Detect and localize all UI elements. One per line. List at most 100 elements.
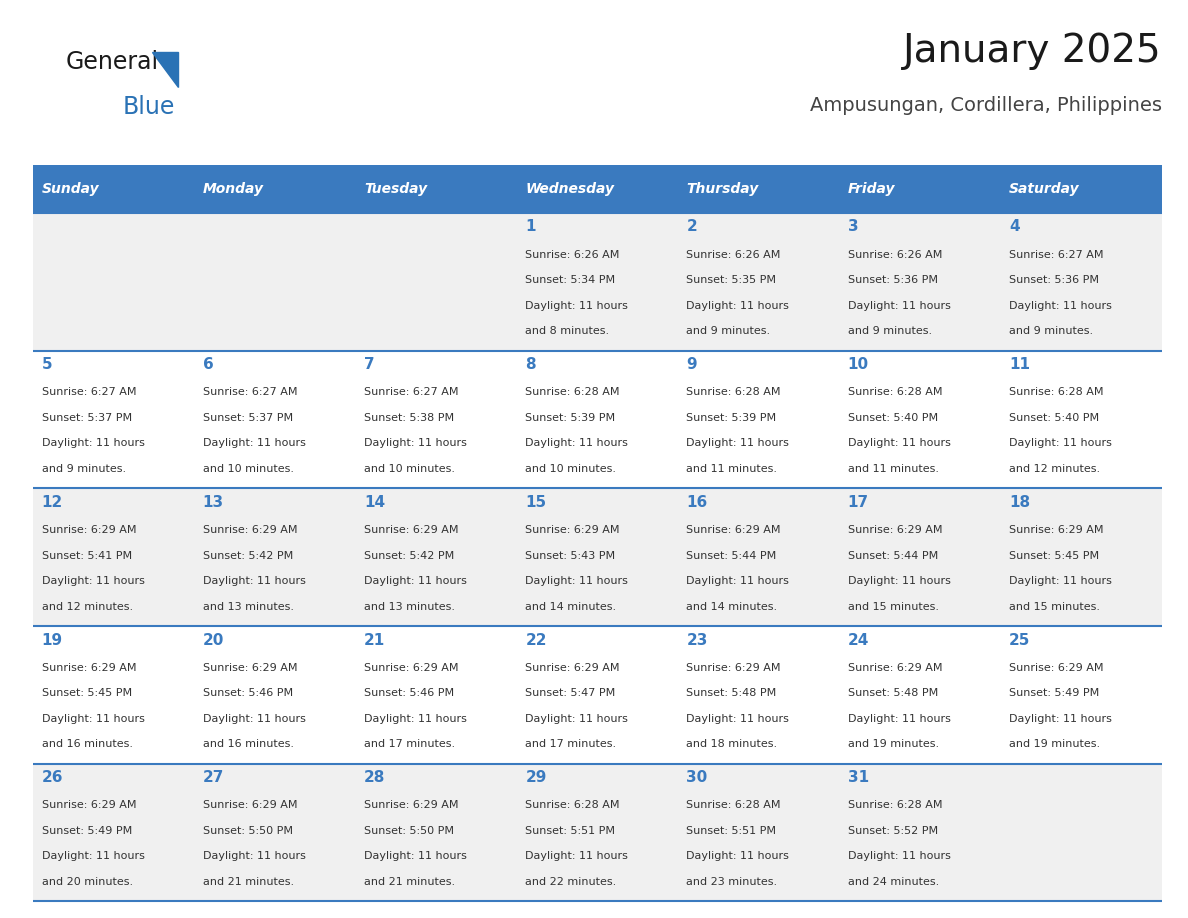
Bar bbox=[355, 351, 517, 488]
Bar bbox=[1000, 764, 1162, 901]
Text: Sunrise: 6:29 AM: Sunrise: 6:29 AM bbox=[203, 663, 297, 673]
Text: Sunrise: 6:29 AM: Sunrise: 6:29 AM bbox=[203, 800, 297, 811]
Text: and 16 minutes.: and 16 minutes. bbox=[42, 739, 133, 749]
Text: 23: 23 bbox=[687, 633, 708, 647]
Text: 3: 3 bbox=[848, 219, 859, 234]
Bar bbox=[517, 213, 678, 351]
Text: and 21 minutes.: and 21 minutes. bbox=[364, 877, 455, 887]
Text: Sunset: 5:36 PM: Sunset: 5:36 PM bbox=[1009, 275, 1099, 285]
Text: and 11 minutes.: and 11 minutes. bbox=[687, 464, 777, 474]
Text: Sunset: 5:46 PM: Sunset: 5:46 PM bbox=[364, 688, 454, 699]
Text: Sunrise: 6:29 AM: Sunrise: 6:29 AM bbox=[364, 800, 459, 811]
Text: Daylight: 11 hours: Daylight: 11 hours bbox=[1009, 301, 1112, 310]
Text: Sunset: 5:47 PM: Sunset: 5:47 PM bbox=[525, 688, 615, 699]
Text: 31: 31 bbox=[848, 770, 868, 785]
Bar bbox=[840, 351, 1000, 488]
Text: 11: 11 bbox=[1009, 357, 1030, 372]
Bar bbox=[678, 165, 840, 213]
Text: 9: 9 bbox=[687, 357, 697, 372]
Text: Sunset: 5:37 PM: Sunset: 5:37 PM bbox=[203, 413, 293, 423]
Text: and 9 minutes.: and 9 minutes. bbox=[1009, 326, 1093, 336]
Text: Daylight: 11 hours: Daylight: 11 hours bbox=[848, 301, 950, 310]
Text: Sunset: 5:36 PM: Sunset: 5:36 PM bbox=[848, 275, 937, 285]
Text: 16: 16 bbox=[687, 495, 708, 509]
Bar bbox=[840, 626, 1000, 764]
Bar bbox=[33, 626, 195, 764]
Text: Daylight: 11 hours: Daylight: 11 hours bbox=[525, 577, 628, 586]
Text: Daylight: 11 hours: Daylight: 11 hours bbox=[687, 439, 789, 448]
Bar bbox=[517, 488, 678, 626]
Bar bbox=[355, 764, 517, 901]
Text: and 23 minutes.: and 23 minutes. bbox=[687, 877, 778, 887]
Bar bbox=[355, 213, 517, 351]
Text: Sunrise: 6:29 AM: Sunrise: 6:29 AM bbox=[42, 663, 137, 673]
Text: Sunrise: 6:27 AM: Sunrise: 6:27 AM bbox=[364, 387, 459, 397]
Text: Sunset: 5:51 PM: Sunset: 5:51 PM bbox=[525, 826, 615, 836]
Text: Daylight: 11 hours: Daylight: 11 hours bbox=[848, 852, 950, 861]
Text: Wednesday: Wednesday bbox=[525, 182, 614, 196]
Text: and 12 minutes.: and 12 minutes. bbox=[1009, 464, 1100, 474]
Text: Daylight: 11 hours: Daylight: 11 hours bbox=[203, 714, 305, 723]
Bar bbox=[1000, 626, 1162, 764]
Text: and 19 minutes.: and 19 minutes. bbox=[1009, 739, 1100, 749]
Text: Daylight: 11 hours: Daylight: 11 hours bbox=[364, 439, 467, 448]
Text: Daylight: 11 hours: Daylight: 11 hours bbox=[848, 439, 950, 448]
Text: Sunrise: 6:26 AM: Sunrise: 6:26 AM bbox=[687, 250, 781, 260]
Text: Sunrise: 6:29 AM: Sunrise: 6:29 AM bbox=[203, 525, 297, 535]
Text: Sunrise: 6:29 AM: Sunrise: 6:29 AM bbox=[525, 663, 620, 673]
Text: Sunrise: 6:29 AM: Sunrise: 6:29 AM bbox=[848, 525, 942, 535]
Text: and 19 minutes.: and 19 minutes. bbox=[848, 739, 939, 749]
Text: Daylight: 11 hours: Daylight: 11 hours bbox=[848, 714, 950, 723]
Text: Sunset: 5:45 PM: Sunset: 5:45 PM bbox=[42, 688, 132, 699]
Text: and 13 minutes.: and 13 minutes. bbox=[364, 601, 455, 611]
Text: Sunrise: 6:29 AM: Sunrise: 6:29 AM bbox=[1009, 663, 1104, 673]
Text: Sunrise: 6:29 AM: Sunrise: 6:29 AM bbox=[687, 525, 781, 535]
Bar bbox=[33, 351, 195, 488]
Bar bbox=[195, 626, 355, 764]
Text: and 8 minutes.: and 8 minutes. bbox=[525, 326, 609, 336]
Text: Sunrise: 6:28 AM: Sunrise: 6:28 AM bbox=[848, 387, 942, 397]
Text: Daylight: 11 hours: Daylight: 11 hours bbox=[687, 714, 789, 723]
Text: and 16 minutes.: and 16 minutes. bbox=[203, 739, 293, 749]
Text: Daylight: 11 hours: Daylight: 11 hours bbox=[364, 714, 467, 723]
Text: Sunset: 5:42 PM: Sunset: 5:42 PM bbox=[203, 551, 293, 561]
Text: Sunset: 5:49 PM: Sunset: 5:49 PM bbox=[42, 826, 132, 836]
Bar bbox=[33, 764, 195, 901]
Bar bbox=[840, 764, 1000, 901]
Text: Sunset: 5:37 PM: Sunset: 5:37 PM bbox=[42, 413, 132, 423]
Text: Sunset: 5:48 PM: Sunset: 5:48 PM bbox=[687, 688, 777, 699]
Text: Daylight: 11 hours: Daylight: 11 hours bbox=[42, 439, 145, 448]
Text: 4: 4 bbox=[1009, 219, 1019, 234]
Text: 8: 8 bbox=[525, 357, 536, 372]
Bar bbox=[1000, 351, 1162, 488]
Bar bbox=[1000, 165, 1162, 213]
Text: 10: 10 bbox=[848, 357, 868, 372]
Text: Daylight: 11 hours: Daylight: 11 hours bbox=[525, 852, 628, 861]
Text: Daylight: 11 hours: Daylight: 11 hours bbox=[1009, 577, 1112, 586]
Bar bbox=[195, 488, 355, 626]
Text: 22: 22 bbox=[525, 633, 546, 647]
Text: Sunset: 5:40 PM: Sunset: 5:40 PM bbox=[848, 413, 937, 423]
Bar bbox=[1000, 213, 1162, 351]
Text: Monday: Monday bbox=[203, 182, 264, 196]
Text: Daylight: 11 hours: Daylight: 11 hours bbox=[42, 714, 145, 723]
Text: 28: 28 bbox=[364, 770, 385, 785]
Text: Sunrise: 6:29 AM: Sunrise: 6:29 AM bbox=[1009, 525, 1104, 535]
Bar bbox=[33, 213, 195, 351]
Text: Thursday: Thursday bbox=[687, 182, 759, 196]
Text: Daylight: 11 hours: Daylight: 11 hours bbox=[364, 577, 467, 586]
Text: 17: 17 bbox=[848, 495, 868, 509]
Text: Sunset: 5:38 PM: Sunset: 5:38 PM bbox=[364, 413, 454, 423]
Text: Sunrise: 6:26 AM: Sunrise: 6:26 AM bbox=[848, 250, 942, 260]
Text: Sunset: 5:42 PM: Sunset: 5:42 PM bbox=[364, 551, 454, 561]
Bar bbox=[517, 351, 678, 488]
Text: 12: 12 bbox=[42, 495, 63, 509]
Text: and 24 minutes.: and 24 minutes. bbox=[848, 877, 939, 887]
Text: and 15 minutes.: and 15 minutes. bbox=[1009, 601, 1100, 611]
Text: Daylight: 11 hours: Daylight: 11 hours bbox=[203, 577, 305, 586]
Text: 25: 25 bbox=[1009, 633, 1030, 647]
Text: 13: 13 bbox=[203, 495, 223, 509]
Text: Daylight: 11 hours: Daylight: 11 hours bbox=[203, 439, 305, 448]
Text: Daylight: 11 hours: Daylight: 11 hours bbox=[687, 301, 789, 310]
Text: 20: 20 bbox=[203, 633, 225, 647]
